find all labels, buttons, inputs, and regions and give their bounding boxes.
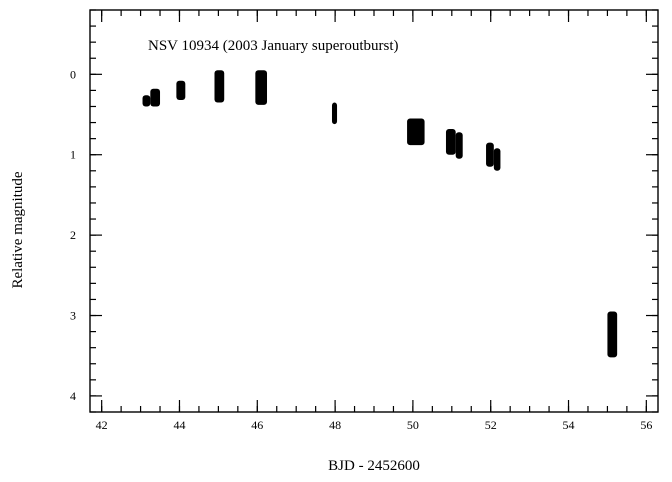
data-point-cluster: [486, 142, 494, 167]
data-point-cluster: [255, 70, 268, 105]
y-tick-label: 2: [70, 228, 76, 242]
x-axis-label: BJD - 2452600: [328, 458, 420, 474]
x-tick-label: 42: [96, 418, 108, 432]
data-point-cluster: [331, 102, 338, 125]
data-point-cluster: [493, 148, 501, 171]
x-tick-label: 48: [329, 418, 341, 432]
plot-frame: [89, 9, 659, 413]
x-tick-label: 46: [251, 418, 263, 432]
data-point-cluster: [150, 88, 161, 107]
x-tick-label: 56: [640, 418, 652, 432]
y-axis-label: Relative magnitude: [10, 171, 26, 288]
y-tick-label: 0: [70, 67, 76, 81]
data-point-cluster: [455, 132, 463, 159]
x-tick-label: 44: [173, 418, 185, 432]
y-tick-label: 4: [70, 389, 76, 403]
data-point-cluster: [176, 80, 186, 101]
y-tick-label: 1: [70, 148, 76, 162]
tick-labels: 42 44 46 48 50 52 54 56 0 1 2 3 4: [70, 67, 652, 432]
data-point-cluster: [214, 70, 225, 103]
data-point-cluster: [445, 128, 456, 155]
axis-ticks: [90, 9, 658, 413]
x-tick-label: 50: [407, 418, 419, 432]
x-tick-label: 54: [563, 418, 575, 432]
data-point-cluster: [607, 311, 618, 358]
data-point-cluster: [142, 95, 151, 107]
chart-title: NSV 10934 (2003 January superoutburst): [148, 38, 399, 54]
data-points: [142, 70, 618, 358]
x-tick-label: 52: [485, 418, 497, 432]
y-tick-label: 3: [70, 309, 76, 323]
data-point-cluster: [407, 118, 425, 146]
